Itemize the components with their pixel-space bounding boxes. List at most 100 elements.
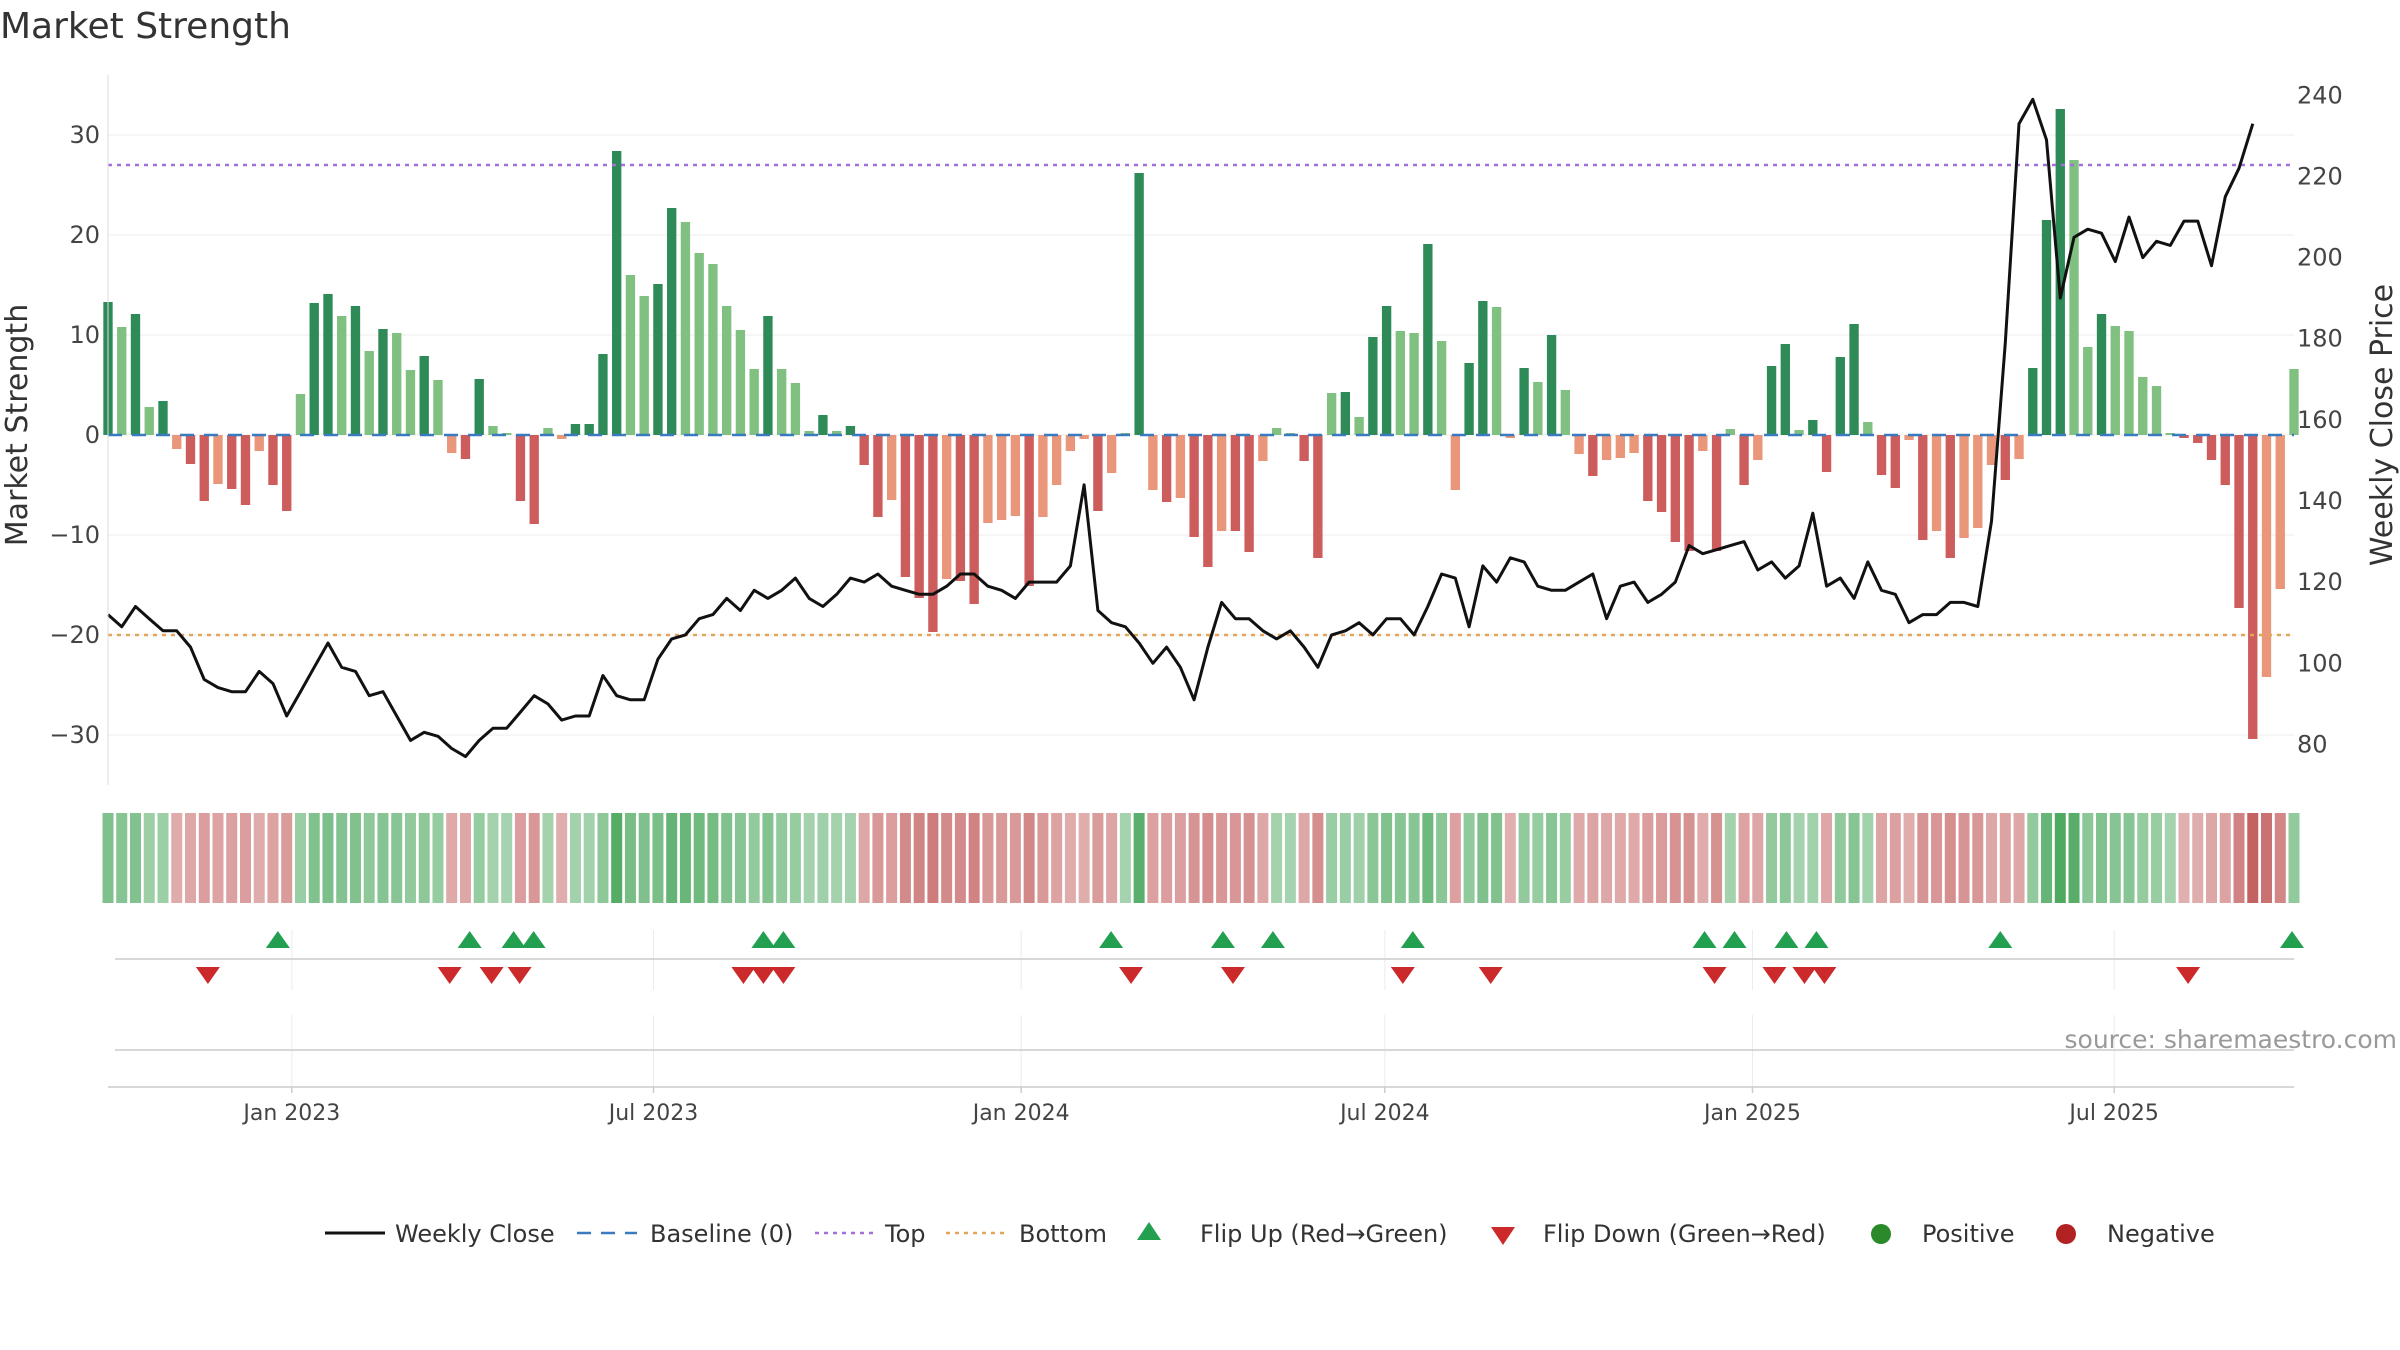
strength-bar: [295, 394, 306, 435]
heat-cell: [624, 813, 636, 903]
strength-bar: [928, 435, 938, 632]
strength-bar: [873, 435, 883, 517]
strength-bar: [199, 435, 209, 501]
strength-bar: [1313, 435, 1323, 558]
heat-cell: [1546, 813, 1558, 903]
strength-bar: [1533, 382, 1543, 435]
heat-cell: [707, 813, 719, 903]
flip-up-marker: [1099, 931, 1124, 948]
left-y-axis: 30 20 10 0 −10 −20 −30: [49, 75, 109, 785]
strength-bar: [983, 435, 993, 523]
heat-cell: [1724, 813, 1736, 903]
strength-bar: [2206, 435, 2217, 460]
flip-down-marker: [771, 967, 796, 984]
flip-down-marker: [751, 967, 776, 984]
strength-bar: [185, 435, 196, 464]
heat-cell: [1051, 813, 1063, 903]
strength-bar: [1670, 435, 1680, 542]
heat-cell: [2151, 813, 2163, 903]
heat-cell: [1119, 813, 1131, 903]
strength-bar: [1643, 435, 1653, 501]
strength-bar: [886, 435, 897, 500]
strength-bar: [2083, 347, 2093, 435]
legend-flip-up: Flip Up (Red→Green): [1200, 1220, 1448, 1248]
strength-bar: [433, 380, 443, 435]
heat-cell: [184, 813, 196, 903]
strength-bar: [776, 369, 787, 435]
heat-cell: [2206, 813, 2218, 903]
heat-cell: [721, 813, 733, 903]
left-tick-label: 0: [85, 421, 100, 449]
flip-down-marker: [507, 967, 532, 984]
heat-cell: [2247, 813, 2259, 903]
flip-down-marker: [437, 967, 462, 984]
strength-bar: [1491, 307, 1502, 435]
heat-cell: [1284, 813, 1296, 903]
strength-bar: [1079, 435, 1089, 439]
strength-bar: [1973, 435, 1983, 528]
heat-cell: [844, 813, 856, 903]
heat-cell: [1436, 813, 1448, 903]
heat-cell: [157, 813, 169, 903]
strength-bar: [158, 401, 168, 435]
heat-cell: [363, 813, 375, 903]
strength-bar: [1340, 392, 1351, 435]
right-y-axis: 240 220 200 180 160 140 120 100 80: [2297, 81, 2343, 758]
right-tick-label: 120: [2297, 568, 2343, 596]
flip-up-marker: [2280, 931, 2305, 948]
flip-up-marker: [457, 931, 482, 948]
strength-bar: [2193, 435, 2203, 443]
strength-bar: [845, 426, 856, 435]
heat-cell: [1986, 813, 1998, 903]
strength-bar: [2000, 435, 2010, 480]
flip-down-marker: [1478, 967, 1503, 984]
strength-bar: [2069, 160, 2079, 435]
flip-down-marker: [479, 967, 504, 984]
strength-bar: [1684, 435, 1694, 551]
strength-bar: [1051, 435, 1062, 485]
heat-cell: [487, 813, 499, 903]
strength-bar: [502, 433, 512, 435]
heat-cell: [281, 813, 293, 903]
heat-cell: [858, 813, 870, 903]
x-tick-label: Jul 2025: [2067, 1101, 2159, 1126]
strength-bar: [735, 330, 746, 435]
heat-cell: [1394, 813, 1406, 903]
strength-bar: [2261, 435, 2272, 677]
flip-down-marker: [1792, 967, 1817, 984]
heat-cell: [1532, 813, 1544, 903]
strength-bar: [996, 435, 1007, 520]
heat-cell: [1271, 813, 1283, 903]
strength-bar: [282, 435, 292, 511]
strength-heat-strip: [102, 813, 2300, 903]
left-tick-label: −10: [49, 521, 100, 549]
heat-cell: [2041, 813, 2053, 903]
heat-cell: [473, 813, 485, 903]
flip-up-marker: [521, 931, 546, 948]
heat-cell: [1697, 813, 1709, 903]
heat-cell: [1161, 813, 1173, 903]
right-tick-label: 220: [2297, 162, 2343, 190]
heat-cell: [322, 813, 334, 903]
heat-cell: [1793, 813, 1805, 903]
heat-cell: [803, 813, 815, 903]
strength-bar: [612, 151, 622, 435]
heat-cell: [886, 813, 898, 903]
heat-cell: [1889, 813, 1901, 903]
heat-cell: [1972, 813, 1984, 903]
x-tick-label: Jan 2023: [241, 1101, 340, 1126]
strength-bar: [2234, 435, 2244, 608]
legend-top: Top: [884, 1220, 926, 1248]
heat-cell: [1518, 813, 1530, 903]
heat-cell: [1078, 813, 1090, 903]
heat-cell: [776, 813, 788, 903]
heat-cell: [2068, 813, 2080, 903]
strength-bar: [405, 370, 416, 435]
heat-cell: [1257, 813, 1269, 903]
strength-bar: [1065, 435, 1076, 451]
strength-bar: [172, 435, 182, 449]
strength-bar: [2165, 433, 2175, 435]
heat-cell: [1326, 813, 1338, 903]
heat-cell: [1573, 813, 1585, 903]
